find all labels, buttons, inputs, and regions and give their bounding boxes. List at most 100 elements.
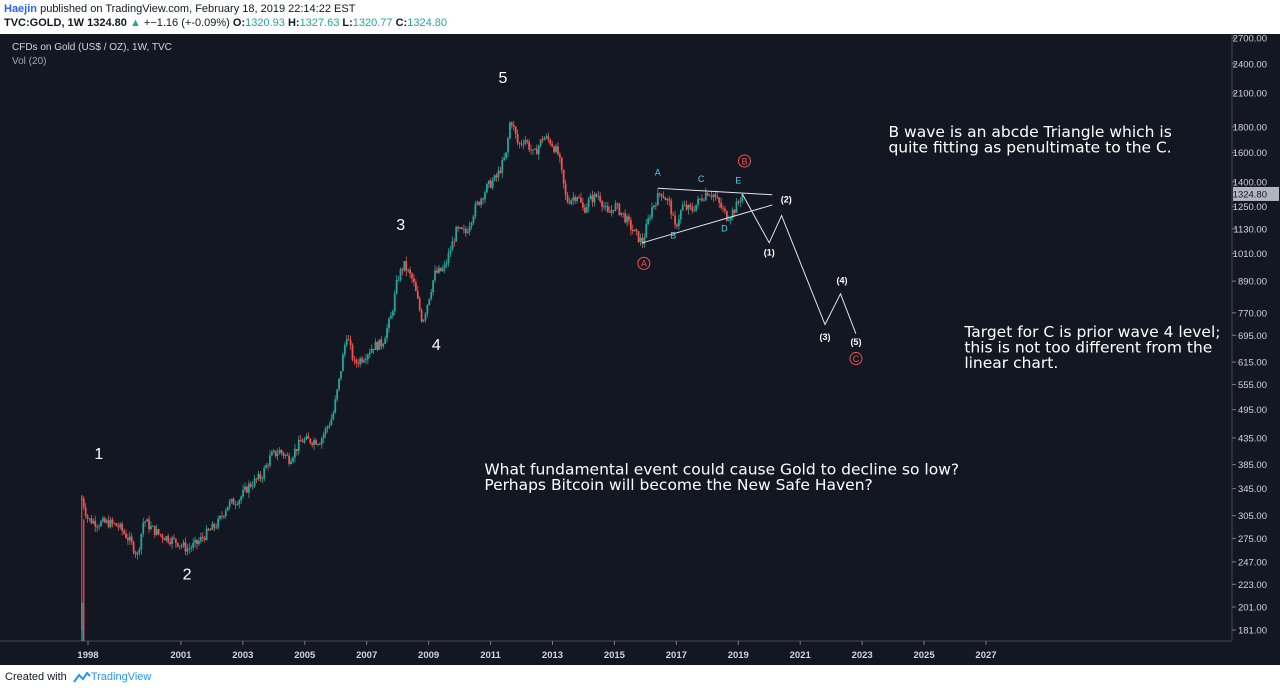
candle-body — [701, 198, 703, 201]
candle-body — [576, 197, 579, 201]
candle-body — [313, 440, 316, 445]
candle-body — [424, 313, 427, 320]
candle-body — [359, 358, 362, 365]
candle-body — [288, 455, 291, 464]
candle-body — [654, 205, 657, 207]
candle-body — [461, 227, 463, 229]
candle-body — [706, 192, 709, 196]
candle-body — [255, 478, 258, 480]
candle-body — [641, 237, 644, 244]
candle-body — [735, 201, 738, 213]
candle-body — [88, 518, 91, 520]
candle-body — [724, 208, 726, 212]
candle-body — [612, 210, 615, 211]
price-chart[interactable]: 2700.00 2400.00 2100.00 1800.00 1600.00 1400.… — [0, 34, 1280, 665]
candle-body — [518, 142, 521, 144]
candle-body — [722, 207, 724, 209]
candle-body — [178, 545, 181, 547]
candle-body — [407, 269, 410, 271]
candle-body — [159, 533, 162, 536]
candle-body — [249, 483, 252, 487]
candle-body — [234, 504, 237, 506]
candle-body — [357, 363, 360, 365]
candle-body — [342, 354, 344, 372]
candle-body — [326, 426, 329, 429]
y-tick-label: 1800.00 — [1233, 122, 1267, 133]
candle-body — [345, 339, 348, 345]
volume-bar — [81, 602, 84, 641]
y-tick-label: 1010.00 — [1233, 249, 1267, 260]
candle-body — [138, 549, 141, 553]
candle-body — [115, 523, 118, 527]
candle-body — [269, 455, 271, 466]
candle-body — [167, 536, 170, 543]
candle-body — [512, 125, 515, 127]
low-label: L: — [342, 17, 353, 29]
candle-body — [284, 454, 287, 456]
candle-body — [520, 143, 523, 145]
candle-body — [414, 282, 417, 292]
candle-body — [113, 523, 116, 524]
candle-body — [315, 440, 317, 445]
candle-body — [365, 359, 367, 361]
candle-body — [480, 198, 483, 205]
candle-body — [259, 474, 262, 479]
tradingview-brand[interactable]: TradingView — [90, 671, 152, 683]
candle-body — [222, 515, 225, 517]
candle-body — [668, 199, 671, 201]
candle-body — [595, 194, 598, 197]
candle-body — [633, 229, 636, 232]
candle-body — [382, 343, 385, 347]
candle-body — [119, 523, 122, 528]
candle-body — [163, 538, 166, 541]
candle-body — [560, 157, 563, 170]
candle-body — [551, 144, 554, 147]
candle-body — [455, 226, 458, 242]
candle-body — [545, 136, 548, 138]
candle-body — [489, 180, 492, 188]
candle-body — [192, 542, 195, 548]
candle-body — [144, 521, 147, 523]
candle-body — [631, 229, 634, 232]
candle-body — [217, 518, 220, 528]
candle-body — [207, 528, 210, 531]
candle-body — [363, 360, 365, 362]
y-tick-label: 495.00 — [1238, 405, 1267, 416]
candle-body — [432, 280, 435, 293]
candle-body — [123, 530, 125, 534]
candle-body — [318, 443, 321, 445]
candle-body — [653, 205, 655, 208]
candle-body — [330, 419, 333, 425]
candle-body — [150, 525, 152, 530]
chart-annotation: B wave is an abcde Triangle which is quit… — [888, 123, 1171, 157]
candle-body — [585, 207, 588, 213]
candle-body — [399, 269, 402, 280]
y-tick-label: 1400.00 — [1233, 177, 1267, 188]
candle-body — [729, 217, 732, 221]
candle-body — [449, 250, 452, 254]
close-label: C: — [395, 17, 408, 29]
change-arrow-icon: ▲ — [129, 17, 141, 29]
candle-body — [238, 500, 241, 505]
candle-body — [257, 474, 260, 480]
y-tick-label: 615.00 — [1238, 358, 1267, 369]
candle-body — [679, 210, 682, 220]
projection-wave-label: (3) — [819, 332, 830, 342]
candle-body — [388, 318, 390, 329]
candle-body — [86, 515, 89, 519]
y-tick-label: 201.00 — [1238, 603, 1267, 614]
candle-body — [409, 269, 412, 274]
candle-body — [503, 158, 506, 161]
candle-body — [334, 399, 337, 413]
author-link[interactable]: Haejin — [4, 3, 38, 15]
tradingview-logo-icon — [73, 671, 91, 683]
candle-body — [240, 496, 243, 501]
candle-body — [290, 461, 292, 464]
triangle-leg-label: B — [670, 231, 676, 241]
candle-body — [416, 291, 419, 299]
projection-wave-label: (1) — [764, 248, 775, 258]
x-tick-label: 2021 — [790, 650, 812, 661]
candle-body — [681, 205, 684, 211]
candle-body — [643, 237, 646, 244]
annotation-line: What fundamental event could cause Gold … — [484, 461, 959, 479]
